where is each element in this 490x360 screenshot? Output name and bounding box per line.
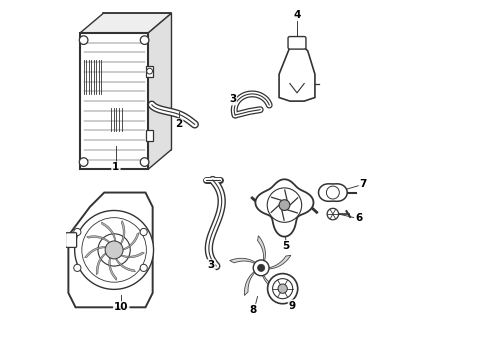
Circle shape	[82, 218, 147, 282]
Circle shape	[140, 228, 147, 235]
Circle shape	[253, 260, 269, 276]
FancyBboxPatch shape	[288, 37, 306, 49]
Text: 9: 9	[289, 301, 296, 311]
Text: 3: 3	[229, 94, 236, 104]
Circle shape	[279, 200, 290, 211]
Polygon shape	[245, 268, 261, 296]
Text: 7: 7	[360, 179, 367, 189]
Polygon shape	[80, 33, 148, 169]
Polygon shape	[116, 259, 135, 272]
Text: 8: 8	[249, 305, 257, 315]
Circle shape	[98, 234, 130, 266]
Polygon shape	[258, 236, 266, 268]
Circle shape	[267, 188, 302, 222]
Text: 6: 6	[355, 213, 362, 222]
Circle shape	[79, 158, 88, 166]
Circle shape	[79, 36, 88, 44]
FancyBboxPatch shape	[147, 66, 153, 77]
Polygon shape	[69, 193, 153, 307]
Polygon shape	[230, 258, 261, 268]
Circle shape	[268, 274, 298, 304]
Polygon shape	[87, 236, 109, 243]
Text: 2: 2	[175, 120, 182, 129]
Polygon shape	[318, 184, 347, 201]
Circle shape	[272, 279, 293, 299]
Circle shape	[147, 68, 152, 74]
Polygon shape	[109, 258, 117, 280]
FancyBboxPatch shape	[66, 233, 76, 247]
Circle shape	[140, 36, 149, 44]
Polygon shape	[261, 268, 282, 292]
Circle shape	[74, 228, 81, 235]
Circle shape	[326, 186, 339, 199]
Circle shape	[327, 208, 339, 220]
Polygon shape	[279, 47, 315, 101]
Circle shape	[74, 211, 153, 289]
Circle shape	[258, 264, 265, 271]
Text: 1: 1	[112, 162, 120, 172]
Polygon shape	[103, 13, 172, 149]
Circle shape	[140, 158, 149, 166]
Circle shape	[105, 241, 123, 259]
Polygon shape	[121, 252, 145, 258]
Circle shape	[140, 264, 147, 271]
Polygon shape	[255, 179, 314, 237]
Text: 3: 3	[207, 260, 215, 270]
Text: 5: 5	[283, 241, 290, 251]
Polygon shape	[85, 247, 105, 257]
Polygon shape	[80, 13, 172, 33]
Polygon shape	[96, 253, 106, 275]
Polygon shape	[123, 233, 139, 250]
Polygon shape	[101, 222, 116, 241]
Polygon shape	[148, 13, 171, 169]
Polygon shape	[261, 255, 291, 269]
Polygon shape	[121, 221, 125, 244]
FancyBboxPatch shape	[147, 130, 153, 140]
Circle shape	[278, 284, 287, 293]
Text: 4: 4	[294, 10, 301, 20]
Circle shape	[74, 264, 81, 271]
Text: 10: 10	[114, 302, 128, 312]
